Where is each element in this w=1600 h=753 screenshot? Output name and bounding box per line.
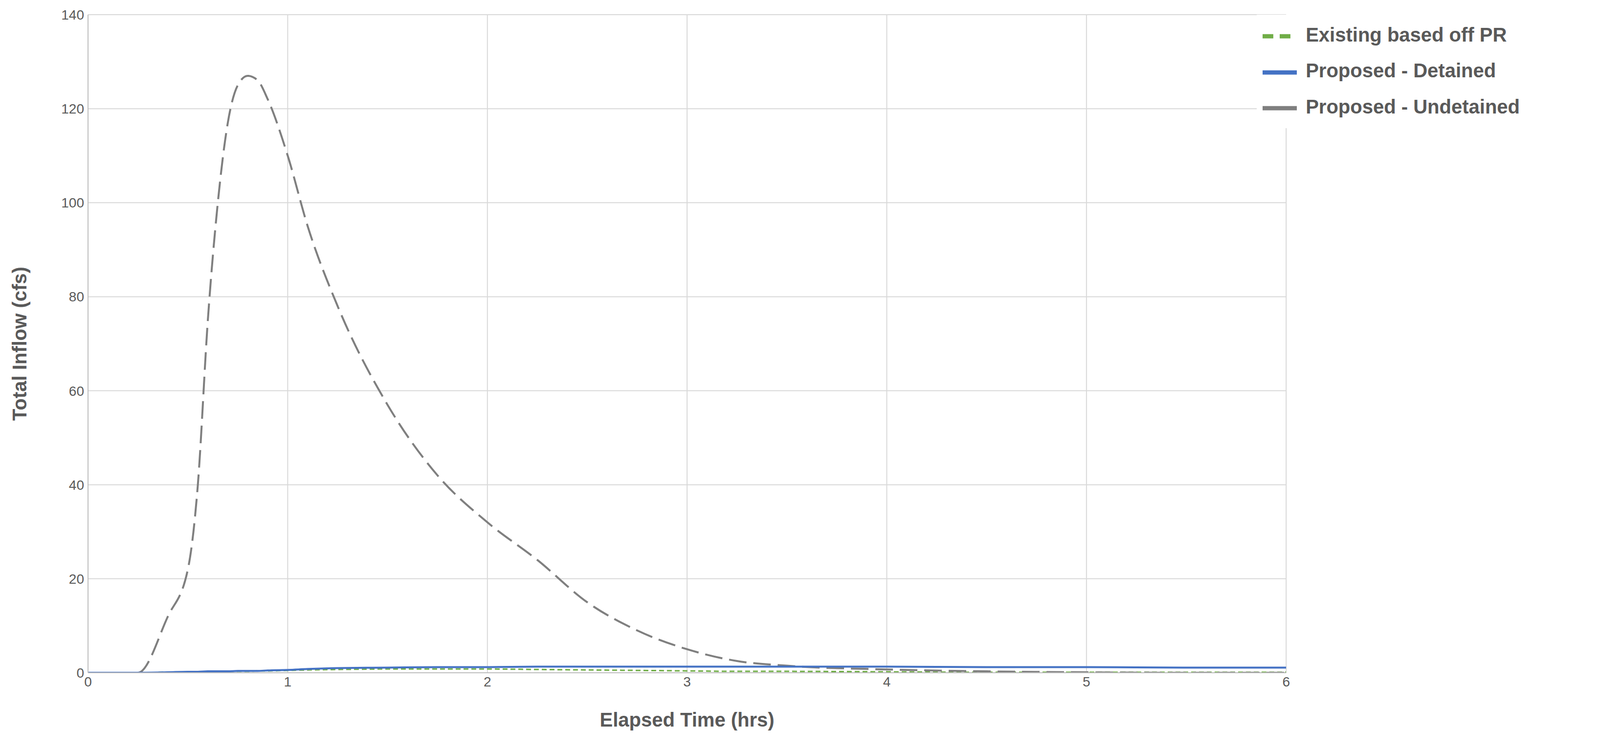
svg-text:0: 0	[84, 673, 92, 689]
svg-text:Elapsed Time (hrs): Elapsed Time (hrs)	[600, 708, 775, 731]
svg-text:5: 5	[1082, 673, 1091, 689]
html-text:Proposed - Undetained: Proposed - Undetained	[1305, 95, 1520, 118]
svg-text:140: 140	[61, 7, 85, 23]
svg-text:0: 0	[76, 665, 85, 681]
svg-text:Total Inflow (cfs): Total Inflow (cfs)	[8, 266, 31, 421]
svg-text:1: 1	[284, 673, 292, 689]
svg-text:60: 60	[68, 383, 85, 399]
svg-text:6: 6	[1282, 673, 1290, 689]
svg-text:3: 3	[683, 673, 691, 689]
svg-text:120: 120	[61, 101, 85, 117]
svg-text:40: 40	[68, 477, 85, 493]
svg-text:100: 100	[61, 195, 85, 211]
svg-text:80: 80	[68, 288, 85, 305]
html-text:Proposed - Detained: Proposed - Detained	[1305, 59, 1496, 82]
svg-text:4: 4	[883, 673, 891, 689]
svg-text:20: 20	[68, 571, 85, 587]
svg-text:2: 2	[483, 673, 492, 689]
html-text:Existing based off PR: Existing based off PR	[1305, 23, 1507, 46]
